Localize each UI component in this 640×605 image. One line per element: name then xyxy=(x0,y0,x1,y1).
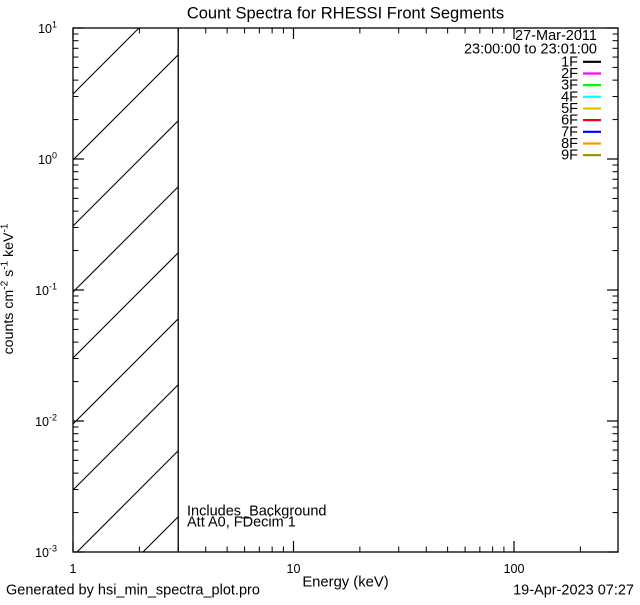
svg-text:Att A0, FDecim 1: Att A0, FDecim 1 xyxy=(187,515,296,531)
svg-text:19-Apr-2023 07:27: 19-Apr-2023 07:27 xyxy=(513,583,634,599)
svg-text:1: 1 xyxy=(70,562,77,576)
svg-text:9F: 9F xyxy=(561,148,578,164)
svg-text:Energy (keV): Energy (keV) xyxy=(302,575,388,591)
svg-text:10: 10 xyxy=(287,562,301,576)
svg-text:100: 100 xyxy=(504,562,525,576)
svg-text:Count Spectra for RHESSI Front: Count Spectra for RHESSI Front Segments xyxy=(187,5,504,23)
svg-text:Generated by hsi_min_spectra_p: Generated by hsi_min_spectra_plot.pro xyxy=(6,583,260,599)
